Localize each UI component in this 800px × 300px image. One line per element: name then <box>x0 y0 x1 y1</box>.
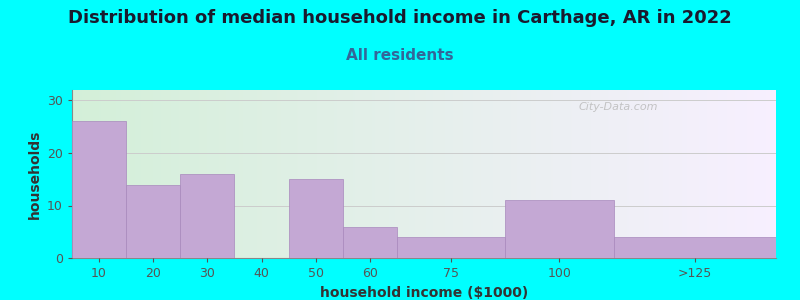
Bar <box>72 122 126 258</box>
Bar <box>614 237 776 258</box>
Text: Distribution of median household income in Carthage, AR in 2022: Distribution of median household income … <box>68 9 732 27</box>
Text: All residents: All residents <box>346 48 454 63</box>
Bar <box>506 200 614 258</box>
Bar <box>342 226 397 258</box>
Text: City-Data.com: City-Data.com <box>579 102 658 112</box>
X-axis label: household income ($1000): household income ($1000) <box>320 286 528 300</box>
Y-axis label: households: households <box>27 129 42 219</box>
Bar <box>397 237 506 258</box>
Bar <box>126 184 180 258</box>
Bar <box>289 179 342 258</box>
Bar <box>180 174 234 258</box>
